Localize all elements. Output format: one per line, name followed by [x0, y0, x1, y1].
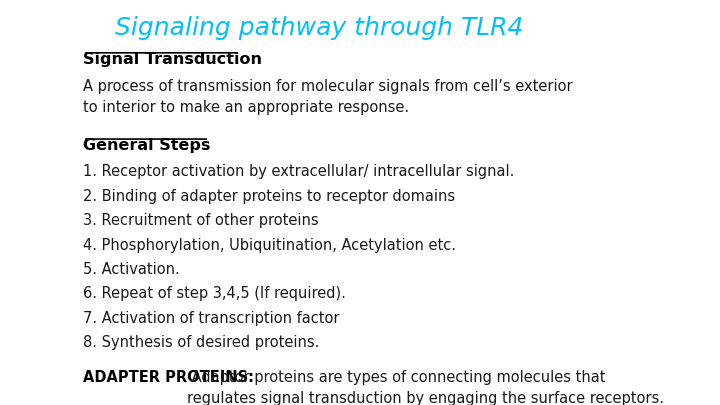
- Text: 2. Binding of adapter proteins to receptor domains: 2. Binding of adapter proteins to recept…: [83, 189, 455, 204]
- Text: Signaling pathway through TLR4: Signaling pathway through TLR4: [114, 16, 523, 40]
- Text: 8. Synthesis of desired proteins.: 8. Synthesis of desired proteins.: [83, 335, 319, 350]
- Text: 3. Recruitment of other proteins: 3. Recruitment of other proteins: [83, 213, 318, 228]
- Text: 7. Activation of transcription factor: 7. Activation of transcription factor: [83, 311, 339, 326]
- Text: A process of transmission for molecular signals from cell’s exterior
to interior: A process of transmission for molecular …: [83, 79, 572, 115]
- Text: Adaptor proteins are types of connecting molecules that
regulates signal transdu: Adaptor proteins are types of connecting…: [186, 371, 664, 405]
- Text: 5. Activation.: 5. Activation.: [83, 262, 179, 277]
- Text: General Steps: General Steps: [83, 139, 210, 153]
- Text: 6. Repeat of step 3,4,5 (If required).: 6. Repeat of step 3,4,5 (If required).: [83, 286, 346, 301]
- Text: ADAPTER PROTEINS:: ADAPTER PROTEINS:: [83, 371, 254, 386]
- Text: 4. Phosphorylation, Ubiquitination, Acetylation etc.: 4. Phosphorylation, Ubiquitination, Acet…: [83, 237, 456, 253]
- Text: Signal Transduction: Signal Transduction: [83, 52, 262, 67]
- Text: 1. Receptor activation by extracellular/ intracellular signal.: 1. Receptor activation by extracellular/…: [83, 164, 514, 179]
